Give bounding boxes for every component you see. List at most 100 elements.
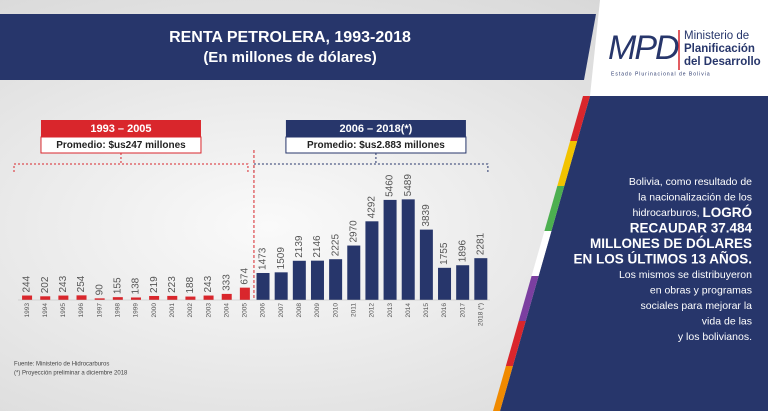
x-tick-label: 1999 [133,303,140,318]
panel-text: Bolivia, como resultado de la nacionaliza… [573,176,752,343]
bar [112,297,123,300]
panel-line: y los bolivianos. [678,331,752,343]
bar [256,272,270,300]
x-tick-label: 1997 [96,303,103,318]
value-label: 1896 [457,240,468,263]
bar [167,295,178,300]
value-label: 674 [240,268,251,285]
panel-line: Bolivia, como resultado de [629,176,752,188]
legend-label: 1993 – 2005 [90,123,151,135]
color-stripe [493,96,590,411]
logo-line: del Desarrollo [684,56,761,68]
x-tick-label: 1995 [60,303,67,318]
x-tick-label: 2014 [405,303,412,318]
legend-label: 2006 – 2018(*) [340,123,413,135]
value-label: 5460 [385,174,396,197]
value-label: 188 [185,276,196,293]
period-box [285,120,466,137]
logo-acronym: MPD [608,29,679,67]
x-tick-label: 2012 [369,303,376,318]
stripe-segment [570,96,590,141]
x-tick-label: 2008 [296,303,303,318]
panel-segment: RECAUDAR 37.484 [630,220,753,235]
value-label: 333 [221,274,232,291]
stripe-segment [531,231,552,276]
bar [76,295,87,300]
x-tick-label: 2013 [387,303,394,318]
x-tick-label: 2001 [169,303,176,318]
panel-line: Los mismos se distribuyeron [619,269,752,281]
bar [239,287,250,300]
bar [474,258,488,300]
panel-line: vida de las [702,315,752,327]
bar [130,297,141,300]
bar [274,272,288,300]
x-tick-label: 2006 [260,303,267,318]
logo-line: Planificación [684,43,755,55]
chart-subtitle: (En millones de dólares) [203,49,376,66]
panel-line: RECAUDAR 37.484 [630,220,753,235]
bar [310,260,324,300]
bar [22,295,33,300]
bar [383,199,397,300]
x-tick-label: 2003 [205,303,212,318]
panel-line: hidrocarburos, LOGRÓ [632,205,752,220]
value-label: 5489 [403,174,414,197]
panel-segment: Los mismos se distribuyeron [619,269,752,281]
stripe-segment [557,141,578,186]
bar [292,260,306,300]
panel-line: MILLONES DE DÓLARES [590,236,752,251]
stripe-segment [505,321,526,366]
period-bracket [13,153,249,172]
panel-line: EN LOS ÚLTIMOS 13 AÑOS. [573,251,752,266]
value-label: 243 [203,275,214,292]
bar [347,245,361,300]
bar [221,293,232,300]
panel-segment: EN LOS ÚLTIMOS 13 AÑOS. [573,251,752,266]
x-tick-label: 1998 [115,303,122,318]
bar [149,295,160,300]
value-label: 2281 [475,232,486,255]
chart-title: RENTA PETROLERA, 1993-2018 [169,29,411,46]
x-tick-label: 1993 [24,303,31,318]
x-tick-label: 2005 [242,303,249,318]
panel-segment: sociales para mejorar la [641,300,753,312]
period-box [40,120,201,137]
value-label: 2970 [348,220,359,243]
x-tick-label: 2015 [423,303,430,318]
value-label: 1473 [258,247,269,270]
bar [365,221,379,300]
value-label: 138 [131,277,142,294]
panel-segment: en obras y programas [650,284,752,296]
period-note: Promedio: $us2.883 millones [307,140,445,151]
bar [94,298,105,300]
stripe-segment [518,276,539,321]
period-note: Promedio: $us247 millones [56,140,186,151]
x-tick-label: 2009 [314,303,321,318]
value-label: 1509 [276,247,287,270]
value-label: 155 [112,277,123,294]
panel-segment: y los bolivianos. [678,331,752,343]
panel-segment: la nacionalización de los [638,191,752,203]
value-label: 3839 [421,204,432,227]
x-tick-label: 2002 [187,303,194,318]
panel-segment: vida de las [702,315,752,327]
value-label: 254 [76,275,87,292]
value-label: 2225 [330,234,341,257]
stripe-segment [544,186,565,231]
x-tick-label: 2004 [223,303,230,318]
source: (*) Proyección preliminar a diciembre 20… [14,371,128,377]
panel-segment: LOGRÓ [703,205,753,220]
x-tick-label: 2011 [350,303,357,317]
panel-segment: Bolivia, como resultado de [629,176,752,188]
panel-line: en obras y programas [650,284,752,296]
stripe-segment [493,366,513,411]
title-banner [0,14,596,80]
x-tick-label: 1994 [42,303,49,318]
logo-line: Ministerio de [684,30,749,42]
bar [203,295,214,300]
value-label: 202 [40,276,51,293]
value-label: 243 [58,275,69,292]
value-label: 2146 [312,235,323,258]
